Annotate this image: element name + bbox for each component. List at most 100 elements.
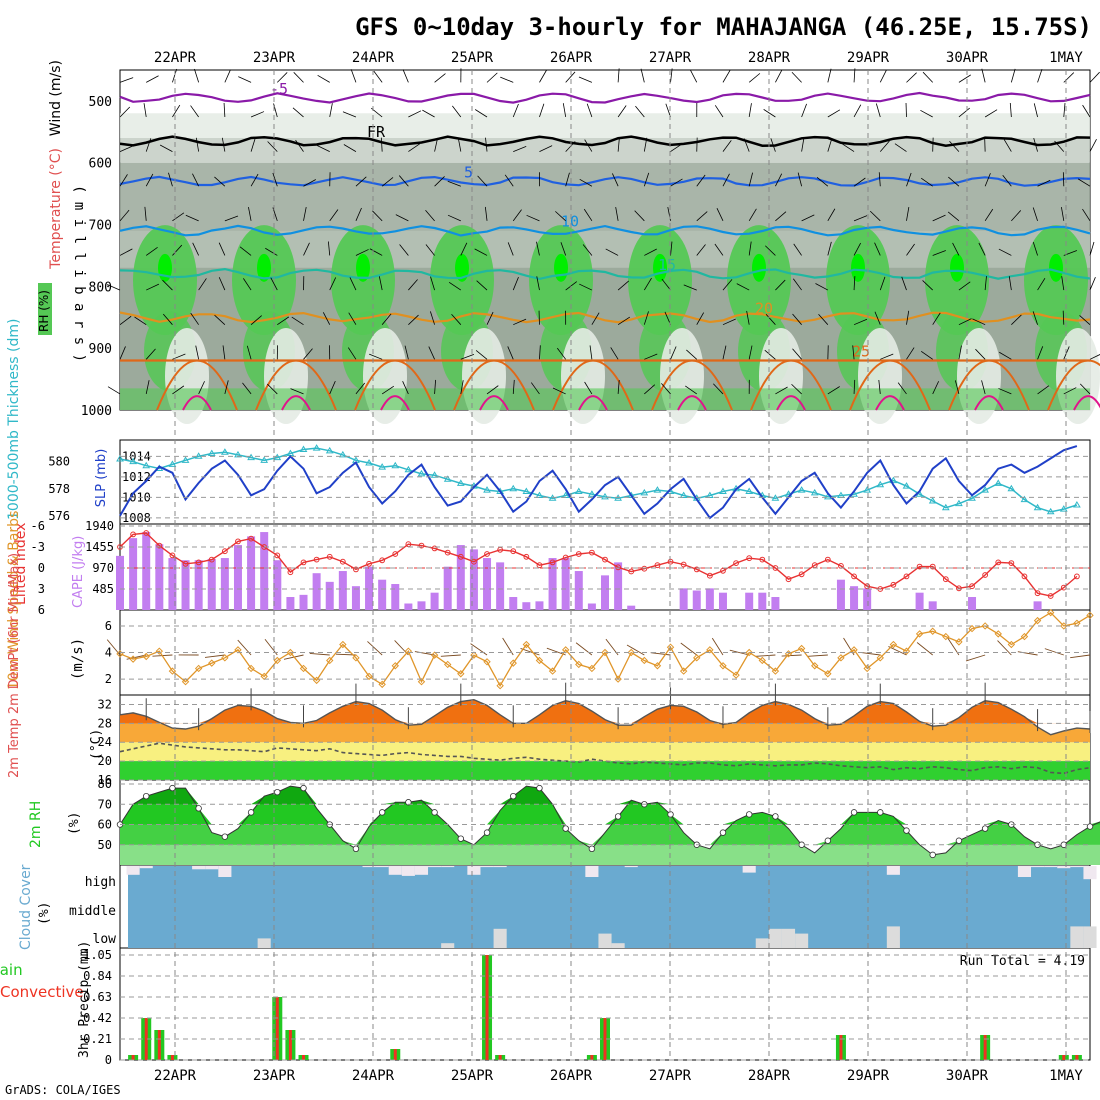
cape-bar bbox=[404, 603, 413, 610]
wind-barb bbox=[565, 71, 576, 83]
thickness-point bbox=[207, 449, 216, 457]
wind-barb bbox=[486, 311, 494, 325]
wind-speed-point bbox=[208, 659, 216, 667]
cape-tick-label: 485 bbox=[92, 582, 114, 596]
wind-barb bbox=[853, 177, 866, 187]
wind-barb bbox=[119, 209, 130, 222]
wind-barb bbox=[1037, 346, 1044, 360]
wind-barb bbox=[1063, 346, 1070, 360]
precip-convective-bar bbox=[170, 1055, 174, 1060]
wind-speed-point bbox=[758, 656, 767, 665]
cloud-high-bar bbox=[126, 866, 140, 875]
thickness-point bbox=[522, 487, 531, 494]
lifted-point bbox=[759, 556, 766, 563]
cape-bar bbox=[194, 560, 203, 610]
rh2m-point bbox=[667, 811, 674, 818]
cloud-axis-label: Cloud Cover bbox=[18, 864, 34, 950]
wind-barb bbox=[350, 69, 357, 83]
cloud-low-bar bbox=[611, 943, 625, 948]
isotherm-line bbox=[119, 224, 1091, 237]
lifted-point bbox=[274, 552, 281, 559]
wind-barb bbox=[922, 280, 933, 291]
lifted-point bbox=[300, 559, 307, 566]
thickness-point bbox=[312, 444, 321, 451]
cape-bar bbox=[561, 558, 570, 610]
wind-barb bbox=[107, 386, 121, 395]
thickness-point bbox=[955, 499, 963, 507]
cloud-high-bar bbox=[218, 866, 232, 877]
precip-convective-bar bbox=[144, 1018, 148, 1060]
temp-units-label: (°C) bbox=[89, 729, 104, 760]
wind-barb-10m bbox=[711, 637, 724, 656]
wind-barb bbox=[801, 214, 815, 222]
cape-bar bbox=[207, 558, 216, 610]
wind-barb bbox=[1089, 71, 1100, 83]
wind-barb bbox=[1037, 68, 1043, 83]
cape-bar bbox=[155, 544, 164, 610]
precip-tick-label: 0 bbox=[105, 1053, 112, 1067]
wind-barb-10m bbox=[650, 652, 671, 656]
wind-barb bbox=[222, 345, 226, 360]
lifted-point bbox=[418, 542, 425, 549]
wind-barb bbox=[195, 345, 200, 360]
wind-barb bbox=[617, 280, 630, 291]
wind-speed-point bbox=[889, 640, 898, 649]
wind-barb bbox=[475, 350, 488, 360]
isotherm-25-arch bbox=[354, 359, 436, 411]
wind-barb bbox=[853, 68, 856, 83]
temp-tick-label: 16 bbox=[98, 773, 112, 787]
thickness-point bbox=[1020, 495, 1029, 503]
temp-band-20-24 bbox=[120, 742, 1090, 762]
isotherm-label: 5 bbox=[464, 163, 473, 181]
wind-barb bbox=[853, 215, 868, 222]
wind-barb bbox=[293, 72, 304, 83]
thickness-point bbox=[325, 446, 334, 454]
wind-axis-label: 10m Wind Speed & Barbs bbox=[6, 511, 22, 690]
lifted-point bbox=[339, 558, 346, 565]
lifted-point bbox=[510, 548, 517, 555]
wind-barb bbox=[906, 172, 912, 187]
lifted-point bbox=[562, 554, 569, 561]
wind-tick-label: 2 bbox=[105, 672, 112, 686]
temperature-axis-label: Temperature (°C) bbox=[48, 148, 64, 270]
wind-barb bbox=[1009, 102, 1012, 118]
thickness-point bbox=[1007, 484, 1016, 492]
cape-bar bbox=[325, 581, 334, 610]
wind-barb bbox=[617, 316, 631, 326]
lifted-point bbox=[287, 569, 294, 576]
isotherm-25-arch bbox=[1047, 359, 1100, 411]
lifted-point bbox=[169, 552, 176, 559]
cloud-low-label: low bbox=[93, 932, 117, 947]
wind-barb bbox=[539, 70, 547, 83]
wind-barb bbox=[879, 69, 887, 83]
precip-tick-label: 0.21 bbox=[83, 1032, 112, 1046]
credit-label: GrADS: COLA/IGES bbox=[5, 1083, 121, 1097]
wind-barb bbox=[584, 381, 593, 395]
precip-convective-bar bbox=[393, 1049, 397, 1060]
wind-barb bbox=[685, 385, 697, 395]
date-label-top: 23APR bbox=[253, 50, 296, 66]
wind-barb bbox=[224, 69, 231, 83]
wind-barb bbox=[722, 318, 736, 326]
wind-barb bbox=[457, 137, 462, 152]
wind-speed-point bbox=[326, 656, 334, 665]
temp-band-16-20 bbox=[120, 761, 1090, 780]
wind-barb bbox=[875, 103, 881, 118]
wind-barb bbox=[746, 310, 750, 325]
wind-barb bbox=[434, 73, 446, 83]
lifted-tick-label: 6 bbox=[38, 603, 45, 617]
precip-convective-bar bbox=[839, 1035, 843, 1060]
date-label-top: 28APR bbox=[748, 50, 791, 66]
wind-barb bbox=[879, 140, 890, 152]
wind-barb bbox=[451, 313, 462, 325]
wind-barb bbox=[172, 104, 181, 118]
wind-speed-point bbox=[915, 630, 924, 638]
wind-barb bbox=[486, 385, 499, 395]
wind-speed-point bbox=[693, 654, 701, 662]
wind-barb bbox=[474, 248, 488, 256]
wind-barb bbox=[507, 242, 514, 256]
wind-barb bbox=[355, 207, 362, 221]
lifted-point bbox=[903, 573, 910, 580]
wind-barb bbox=[378, 276, 383, 291]
date-label-top: 27APR bbox=[649, 50, 692, 66]
